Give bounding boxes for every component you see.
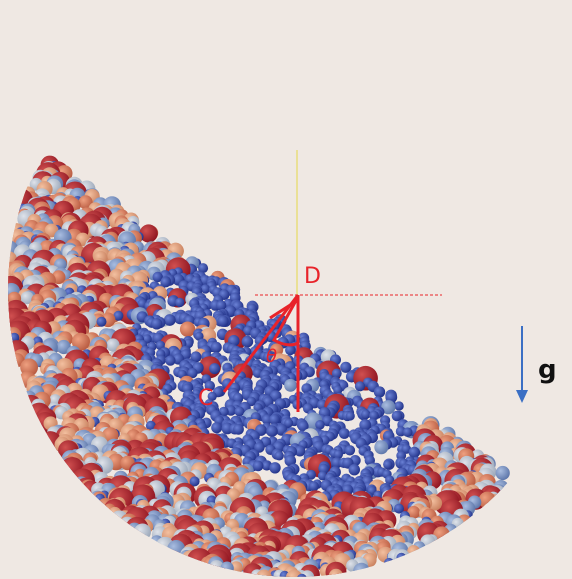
- particle: [139, 224, 158, 243]
- particle: [96, 316, 107, 327]
- label-c: C: [198, 386, 213, 411]
- particle: [160, 276, 171, 288]
- label-d: D: [304, 264, 321, 289]
- particle: [340, 361, 352, 373]
- particle: [369, 410, 379, 421]
- particle: [152, 271, 163, 283]
- particle: [207, 391, 217, 401]
- particle: [241, 335, 254, 348]
- particle: [209, 363, 221, 375]
- particle: [175, 297, 185, 308]
- particle: [269, 462, 281, 474]
- particle: [374, 440, 389, 455]
- particle: [285, 569, 303, 577]
- particle: [198, 263, 209, 274]
- particle: [391, 410, 403, 422]
- particle: [163, 314, 176, 326]
- particle: [331, 368, 342, 379]
- particle: [266, 425, 278, 438]
- particle: [297, 420, 309, 432]
- particle: [216, 300, 227, 311]
- particle: [300, 570, 315, 577]
- gravity-arrow-head: [516, 390, 528, 403]
- particle: [344, 445, 356, 456]
- particle: [284, 378, 297, 392]
- particle: [385, 475, 395, 485]
- particle: [495, 465, 510, 481]
- particle: [383, 460, 393, 470]
- particle: [308, 481, 319, 492]
- particle: [165, 355, 176, 366]
- particle: [359, 419, 372, 431]
- particle: [210, 341, 222, 353]
- particle: [408, 446, 420, 459]
- particle: [269, 414, 280, 425]
- particle: [20, 291, 34, 305]
- particle: [151, 318, 163, 330]
- center-line: [222, 294, 300, 393]
- particle: [179, 321, 196, 337]
- particle: [274, 451, 284, 461]
- particle: [294, 445, 306, 457]
- particle: [296, 573, 307, 577]
- particle: [78, 195, 93, 210]
- particle: [200, 284, 211, 294]
- particle: [234, 406, 245, 417]
- particle: [354, 381, 366, 392]
- particle: [407, 505, 421, 519]
- particle: [261, 461, 272, 471]
- particle: [394, 503, 404, 514]
- particle: [315, 420, 325, 430]
- particle: [373, 386, 386, 398]
- particle: [338, 428, 350, 439]
- particle: [189, 476, 200, 487]
- particle: [261, 414, 273, 425]
- particle: [284, 418, 294, 428]
- particle: [254, 442, 265, 453]
- particle: [187, 368, 198, 379]
- particle: [217, 315, 229, 327]
- particle: [252, 460, 264, 472]
- particle: [211, 422, 223, 434]
- particle: [279, 570, 290, 577]
- particle: [256, 569, 272, 577]
- particle: [113, 310, 124, 321]
- particle: [333, 449, 343, 460]
- label-g: g: [538, 355, 557, 385]
- particle: [232, 392, 244, 404]
- particle: [333, 385, 343, 395]
- particle: [284, 454, 297, 467]
- particle: [394, 401, 404, 411]
- particle: [145, 420, 156, 431]
- label-theta: θ: [266, 346, 277, 367]
- particle: [204, 380, 215, 392]
- particle-bed: [8, 155, 510, 577]
- particle: [71, 332, 90, 351]
- angle-tick: [269, 298, 299, 320]
- particle: [381, 400, 396, 415]
- particle: [285, 345, 296, 356]
- particle: [106, 338, 120, 352]
- particle: [233, 423, 244, 435]
- particle: [402, 427, 413, 438]
- particle: [361, 409, 371, 420]
- particle: [345, 411, 355, 421]
- angle-arc: [271, 296, 300, 347]
- particle: [348, 464, 360, 476]
